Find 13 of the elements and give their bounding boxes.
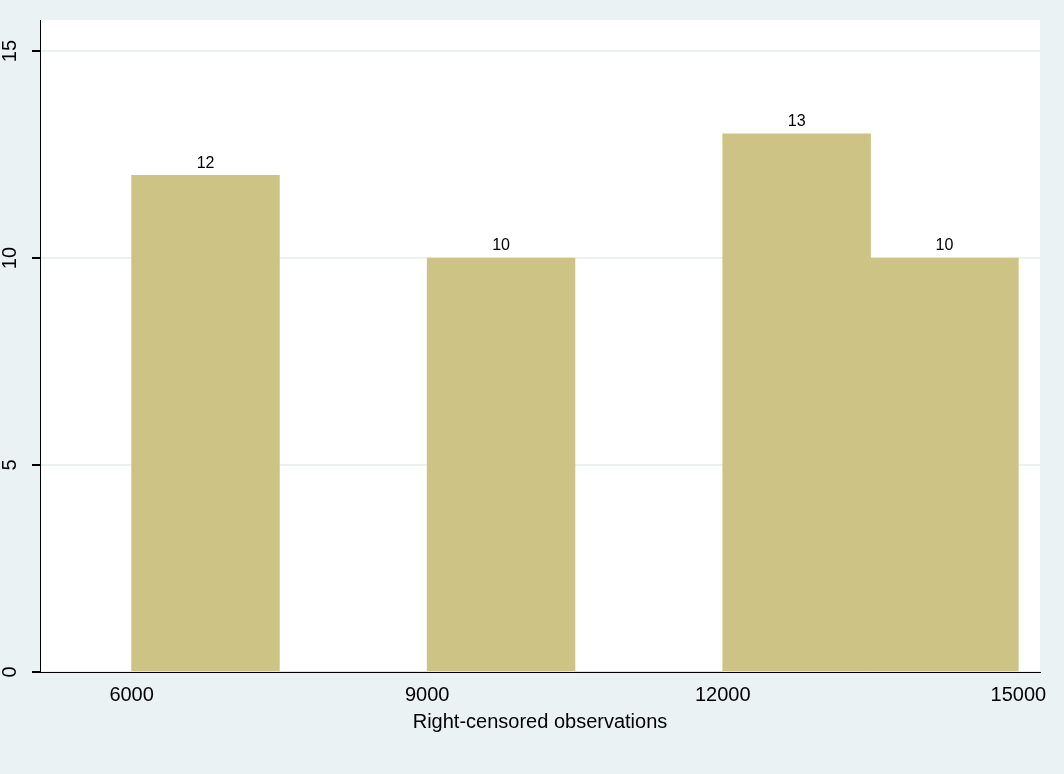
- y-tick-label: 10: [0, 246, 20, 270]
- data-label: 10: [492, 236, 511, 254]
- x-tick-label: 9000: [404, 682, 450, 705]
- data-label: 10: [935, 236, 954, 254]
- x-tick-label: 12000: [694, 682, 751, 705]
- x-tick-label: 6000: [109, 682, 154, 705]
- data-label: 12: [196, 153, 215, 171]
- data-label: 13: [787, 112, 806, 130]
- y-tick-label: 5: [0, 459, 20, 471]
- x-tick-label: 15000: [990, 682, 1047, 705]
- y-tick-label: 15: [0, 39, 20, 63]
- y-tick-label: 0: [0, 666, 20, 678]
- x-axis-title: Right-censored observations: [412, 709, 668, 732]
